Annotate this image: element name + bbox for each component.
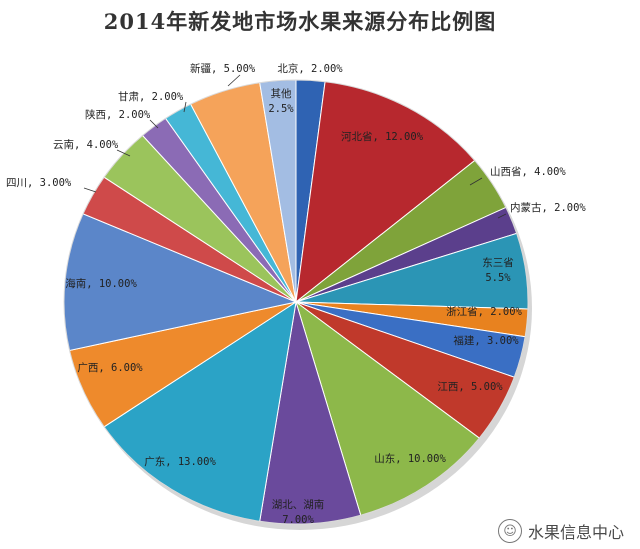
pie-slice [295, 300, 481, 516]
slice-label: 北京, 2.00% [277, 62, 343, 75]
slice-label: 陕西, 2.00% [85, 108, 151, 121]
pie-outline [63, 79, 529, 525]
slice-label: 海南, 10.00% [65, 277, 137, 290]
slice-label: 福建, 3.00% [453, 334, 519, 347]
slice-label: 江西, 5.00% [437, 381, 503, 393]
pie-slice [63, 213, 298, 352]
pie-slice [259, 301, 362, 525]
leader-line [149, 119, 159, 129]
slice-label: 广东, 13.00% [144, 455, 216, 468]
watermark-text: 水果信息中心 [527, 523, 624, 542]
slice-label: 新疆, 5.00% [190, 62, 256, 75]
pie-slice [295, 81, 476, 304]
slice-label: 内蒙古, 2.00% [510, 201, 586, 214]
slice-label: 浙江省, 2.00% [446, 305, 522, 318]
slice-label: 云南, 4.00% [53, 138, 119, 151]
leader-line [497, 213, 507, 219]
slice-label: 广西, 6.00% [77, 362, 143, 374]
slice-label: 四川, 3.00% [6, 177, 72, 189]
slice-label: 甘肃, 2.00% [118, 90, 184, 103]
slice-label: 其他 2.5% [268, 87, 294, 115]
leader-line [83, 187, 97, 193]
watermark: ☺ 水果信息中心 [497, 519, 624, 543]
pie-slice [259, 79, 297, 303]
slice-label: 山东, 10.00% [374, 452, 446, 465]
leader-line [227, 74, 241, 87]
wechat-icon: ☺ [497, 519, 522, 543]
leader-line [116, 149, 131, 157]
slice-label: 河北省, 12.00% [341, 130, 424, 143]
slice-label: 湖北、湖南 7.00% [272, 498, 325, 526]
slice-label: 东三省 5.5% [482, 256, 514, 284]
slice-label: 山西省, 4.00% [490, 165, 566, 178]
pie-slice [103, 300, 297, 522]
leader-line [183, 101, 187, 113]
chart-title: 2014年新发地市场水果来源分布比例图 [103, 9, 497, 34]
leader-line [469, 177, 483, 186]
